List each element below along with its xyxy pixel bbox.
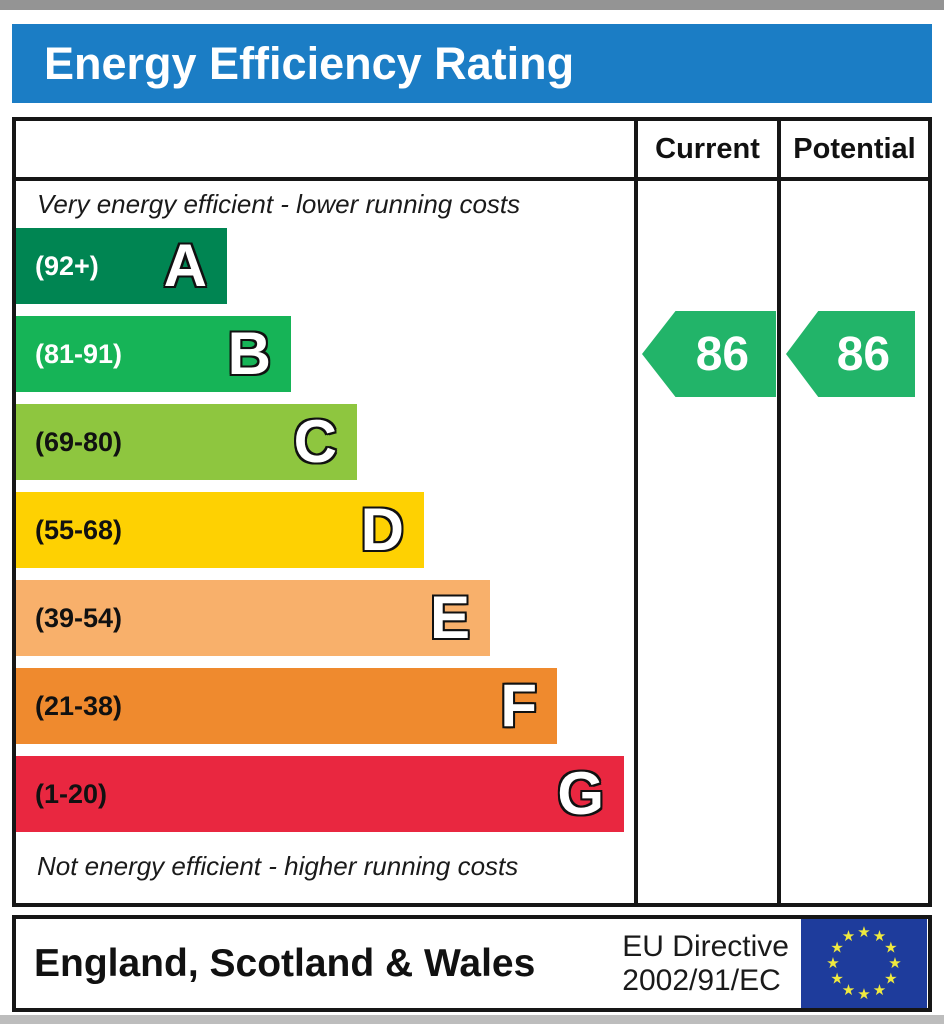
eu-star-icon: ★ (826, 955, 840, 972)
band-letter: E (429, 584, 472, 651)
eu-directive-label: EU Directive 2002/91/EC (622, 930, 801, 997)
band-row-f: (21-38) F (16, 668, 634, 744)
band-bar-g: (1-20) G (16, 756, 624, 832)
band-range-label: (92+) (35, 250, 99, 281)
bottom-note: Not energy efficient - higher running co… (37, 850, 519, 881)
bottom-edge-strip (0, 1015, 944, 1024)
current-column: 86 (634, 181, 777, 903)
band-row-b: (81-91) B (16, 316, 634, 392)
header-potential-cell: Potential (777, 121, 928, 181)
top-edge-strip (0, 0, 944, 10)
band-range-label: (69-80) (35, 426, 123, 457)
rating-table: Current Potential Very energy efficient … (12, 117, 932, 907)
band-range-label: (1-20) (35, 778, 108, 809)
potential-rating-arrow: 86 (786, 311, 915, 397)
eu-star-icon: ★ (841, 981, 856, 999)
band-range-label: (39-54) (35, 602, 123, 633)
band-bar-f: (21-38) F (16, 668, 557, 744)
band-letter: C (292, 408, 338, 475)
bands-column: Very energy efficient - lower running co… (16, 181, 634, 903)
potential-column: 86 (777, 181, 928, 903)
eu-star-icon: ★ (884, 939, 898, 957)
band-row-g: (1-20) G (16, 756, 634, 832)
eu-star-icon: ★ (841, 928, 856, 946)
band-letter: G (556, 760, 605, 827)
band-bar-c: (69-80) C (16, 404, 357, 480)
header-spacer-cell (16, 121, 634, 181)
eu-directive-line1: EU Directive (622, 929, 789, 963)
band-row-e: (39-54) E (16, 580, 634, 656)
potential-rating-value: 86 (836, 327, 891, 381)
band-bar-a: (92+) A (16, 228, 227, 304)
footer-bar: England, Scotland & Wales EU Directive 2… (12, 915, 932, 1012)
current-rating-value: 86 (695, 327, 750, 381)
eu-directive-line2: 2002/91/EC (622, 963, 781, 997)
eu-star-icon: ★ (872, 981, 887, 999)
eu-star-icon: ★ (872, 928, 887, 946)
eu-star-icon: ★ (857, 924, 871, 941)
band-row-d: (55-68) D (16, 492, 634, 568)
band-bar-b: (81-91) B (16, 316, 291, 392)
band-letter: B (226, 320, 272, 387)
band-letter: A (162, 232, 208, 299)
title-bar: Energy Efficiency Rating (12, 24, 932, 103)
eu-flag-icon: ★ ★ ★ ★ ★ ★ ★ ★ ★ ★ ★ ★ (801, 919, 927, 1008)
eu-star-icon: ★ (830, 970, 844, 988)
header-current-cell: Current (634, 121, 777, 181)
band-range-label: (21-38) (35, 690, 123, 721)
eu-star-icon: ★ (830, 939, 844, 957)
eu-star-icon: ★ (884, 970, 898, 988)
bands: (92+) A (81-91) B (69-80) C (55-68) D (39-54) E (2… (16, 228, 634, 832)
band-range-label: (55-68) (35, 514, 123, 545)
band-row-a: (92+) A (16, 228, 634, 304)
band-range-label: (81-91) (35, 338, 123, 369)
eu-star-icon: ★ (888, 955, 902, 972)
eu-star-icon: ★ (857, 986, 871, 1003)
band-letter: F (499, 672, 538, 739)
region-label: England, Scotland & Wales (34, 941, 536, 985)
band-letter: D (359, 496, 405, 563)
band-bar-e: (39-54) E (16, 580, 490, 656)
current-column-label: Current (655, 132, 760, 165)
current-rating-arrow: 86 (642, 311, 776, 397)
band-row-c: (69-80) C (16, 404, 634, 480)
band-bar-d: (55-68) D (16, 492, 424, 568)
potential-column-label: Potential (793, 132, 916, 165)
page-title: Energy Efficiency Rating (44, 37, 575, 89)
top-note: Very energy efficient - lower running co… (37, 189, 521, 219)
